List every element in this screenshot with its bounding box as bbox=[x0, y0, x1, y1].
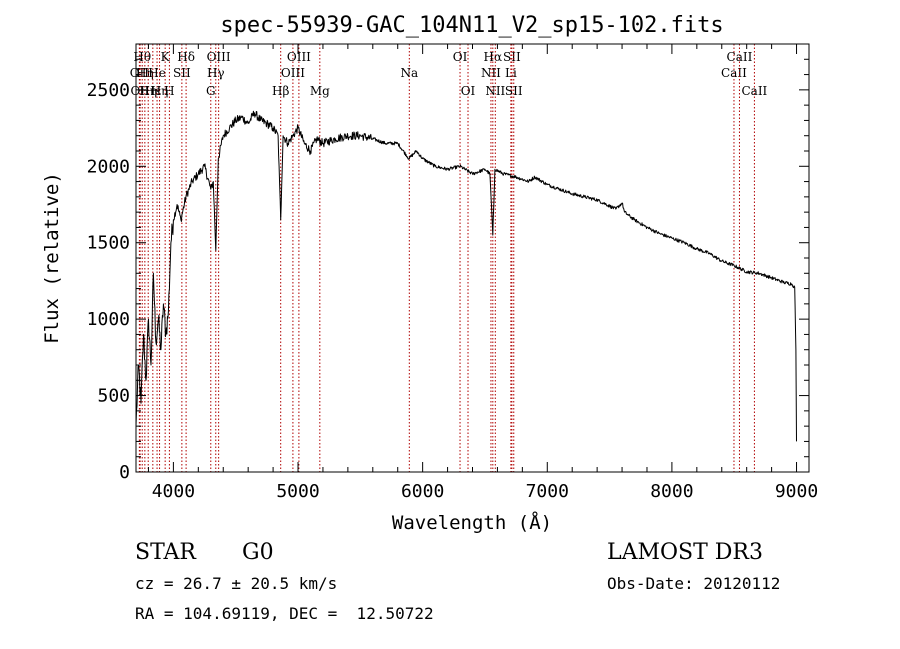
spectral-line-label: CaII bbox=[727, 50, 753, 64]
spectral-line-label: CaII bbox=[741, 84, 767, 98]
y-tick-label: 500 bbox=[97, 386, 130, 407]
spectral-line-annotations: OIIOIIHθHηHηHεHeHηKHSIIHδGHγOIIIHβOIIIOI… bbox=[130, 44, 768, 472]
spectral-line-label: OIII bbox=[287, 50, 311, 64]
x-tick-label: 4000 bbox=[152, 481, 195, 502]
y-tick-label: 1500 bbox=[87, 233, 130, 254]
spectral-line-label: CaII bbox=[721, 66, 747, 80]
spectral-line-label: SII bbox=[173, 66, 191, 80]
spectral-line-label: Hη bbox=[136, 66, 154, 80]
x-tick-label: 8000 bbox=[650, 481, 693, 502]
spectrum-layer bbox=[135, 110, 797, 442]
spectral-line-label: NII bbox=[485, 84, 505, 98]
spectral-line-label: K bbox=[161, 50, 171, 64]
spectral-line-label: NII bbox=[481, 66, 501, 80]
spectral-line-label: OI bbox=[453, 50, 468, 64]
chart-title: spec-55939-GAC_104N11_V2_sp15-102.fits bbox=[220, 13, 723, 38]
spectral-line-label: OIII bbox=[281, 66, 305, 80]
survey-name: LAMOST DR3 bbox=[607, 540, 763, 565]
redshift-text: cz = 26.7 ± 20.5 km/s bbox=[135, 574, 338, 593]
axes: 4000 5000 6000 7000 8000 9000 0 500 1000 1500 2000… bbox=[87, 44, 818, 502]
spectral-line-label: OIII bbox=[207, 50, 231, 64]
x-axis-label: Wavelength (Å) bbox=[392, 511, 552, 534]
x-tick-label: 6000 bbox=[401, 481, 444, 502]
y-tick-label: 2000 bbox=[87, 156, 130, 177]
spectral-line-label: Mg bbox=[310, 84, 330, 98]
y-tick-label: 2500 bbox=[87, 80, 130, 101]
obs-date-text: Obs-Date: 20120112 bbox=[607, 574, 781, 593]
spectral-line-label: Hη bbox=[151, 84, 169, 98]
spectral-line-label: Hγ bbox=[207, 66, 225, 80]
spectral-line-label: Hδ bbox=[177, 50, 195, 64]
object-subclass: G0 bbox=[242, 540, 274, 565]
spectral-line-label: Li bbox=[505, 66, 517, 80]
spectral-line-label: Na bbox=[400, 66, 418, 80]
object-class: STAR bbox=[135, 540, 196, 565]
y-axis-label: Flux (relative) bbox=[41, 172, 63, 344]
spectrum-line bbox=[135, 110, 797, 442]
spectral-line-label: Hα bbox=[484, 50, 503, 64]
spectral-line-label: SII bbox=[503, 50, 521, 64]
spectral-line-label: G bbox=[206, 84, 216, 98]
x-tick-label: 5000 bbox=[276, 481, 319, 502]
spectrum-chart: spec-55939-GAC_104N11_V2_sp15-102.fits O… bbox=[41, 13, 818, 534]
spectral-line-label: Hθ bbox=[133, 50, 151, 64]
plot-frame bbox=[135, 43, 810, 473]
x-tick-label: 7000 bbox=[526, 481, 569, 502]
spectral-line-label: OI bbox=[461, 84, 476, 98]
spectral-line-label: He bbox=[148, 66, 166, 80]
x-tick-label: 9000 bbox=[775, 481, 818, 502]
coordinates-text: RA = 104.69119, DEC = 12.50722 bbox=[135, 604, 434, 623]
y-tick-label: 0 bbox=[119, 462, 130, 483]
y-tick-label: 1000 bbox=[87, 309, 130, 330]
spectral-line-label: SII bbox=[505, 84, 523, 98]
spectral-line-label: H bbox=[164, 84, 174, 98]
spectral-line-label: Hβ bbox=[272, 84, 289, 98]
